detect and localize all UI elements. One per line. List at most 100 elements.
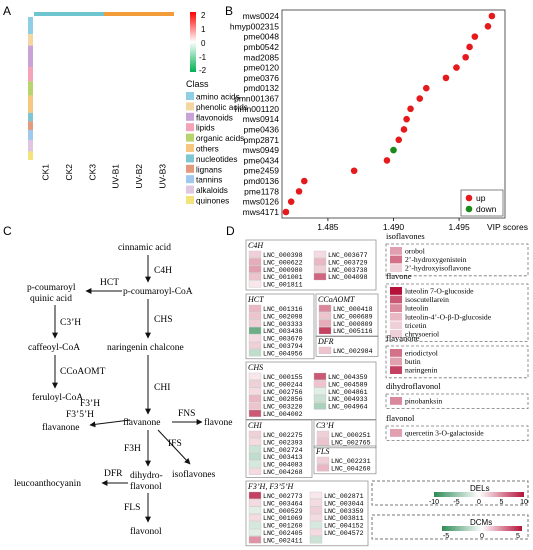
node-dihydro: dihydro- xyxy=(130,471,163,481)
lnc-cell xyxy=(248,341,262,349)
lnc-cell xyxy=(248,280,262,288)
compound-label: mws0024 xyxy=(243,11,280,21)
node-dihydroflavonol: flavonol xyxy=(130,481,162,492)
lnc-label: LNC_003729 xyxy=(328,259,368,266)
sample-label: CK1 xyxy=(41,164,51,181)
lnc-cell xyxy=(248,460,262,468)
class-swatch xyxy=(186,92,194,100)
metabolite-cell xyxy=(390,397,402,405)
node-naringenin-chalcone: naringenin chalcone xyxy=(107,343,184,353)
lnc-label: LNC_004861 xyxy=(328,389,368,396)
dcms-legend-box xyxy=(371,514,529,540)
compound-label: pme0048 xyxy=(244,32,280,42)
lnc-cell xyxy=(309,514,323,522)
dels-tick: 0 xyxy=(477,499,481,506)
arrow-f3h-f35h xyxy=(89,419,131,428)
metabolite-class-title: flavanone xyxy=(386,333,420,343)
lnc-label: LNC_004956 xyxy=(263,350,303,357)
vip-point xyxy=(383,157,391,164)
lnc-cell xyxy=(248,380,262,388)
lnc-cell xyxy=(318,346,332,354)
lnc-cell xyxy=(248,491,262,499)
lnc-label: LNC_004268 xyxy=(263,469,303,476)
color-tick: -2 xyxy=(199,66,207,75)
metabolite-cell xyxy=(390,349,402,357)
compound-label: pmd0132 xyxy=(244,83,280,93)
enzyme-group-title: CCoAOMT xyxy=(318,295,355,304)
class-label: lipids xyxy=(196,124,215,133)
vip-point xyxy=(471,33,479,40)
lnc-label: LNC_000980 xyxy=(263,267,303,274)
lnc-label: LNC_005116 xyxy=(333,328,373,335)
class-label: lignans xyxy=(196,165,222,174)
metabolite-class-title: isoflavones xyxy=(386,231,425,241)
class-segment xyxy=(28,121,33,130)
metabolite-cell xyxy=(390,287,402,295)
lnc-label: LNC_003464 xyxy=(263,500,303,507)
lnc-label: LNC_004589 xyxy=(328,381,368,388)
panel-label-c: C xyxy=(3,224,12,238)
class-swatch xyxy=(186,144,194,152)
lnc-label: LNC_001001 xyxy=(263,274,303,281)
lnc-cell xyxy=(248,402,262,410)
lnc-cell xyxy=(316,430,330,438)
lnc-cell xyxy=(248,334,262,342)
heatmap-color-scale xyxy=(190,12,196,72)
x-axis-label: VIP scores xyxy=(487,222,528,232)
lnc-label: LNC_000251 xyxy=(331,432,371,439)
enzyme-group-box xyxy=(245,239,377,291)
dels-legend-box xyxy=(371,480,529,506)
lnc-cell xyxy=(248,304,262,312)
vip-point xyxy=(407,105,414,113)
metabolite-class-title: dihydroflavonol xyxy=(386,381,441,391)
metabolite-name: isoscutellarein xyxy=(405,295,449,304)
lnc-label: LNC_004359 xyxy=(328,374,368,381)
lnc-label: LNC_004260 xyxy=(331,465,371,472)
enzyme-group-title: C3’H xyxy=(316,421,335,430)
enzyme-f3h-prime: F3’H xyxy=(80,399,100,409)
lnc-label: LNC_003333 xyxy=(263,321,303,328)
lnc-label: LNC_002405 xyxy=(263,530,303,537)
class-label: nucleotides xyxy=(196,155,237,164)
lnc-label: LNC_004098 xyxy=(328,274,368,281)
enzyme-fls: FLS xyxy=(124,503,140,513)
lnc-cell xyxy=(309,499,323,507)
vip-point xyxy=(484,23,492,30)
legend-label: down xyxy=(476,204,497,214)
lnc-cell xyxy=(248,409,262,417)
lnc-label: LNC_002856 xyxy=(263,396,303,403)
class-swatch xyxy=(186,154,194,163)
lnc-label: LNC_000244 xyxy=(263,381,303,388)
class-segment xyxy=(28,81,33,96)
vip-point xyxy=(350,167,358,175)
lnc-cell xyxy=(313,250,327,258)
metabolite-box xyxy=(385,393,529,410)
legend-marker xyxy=(465,194,473,202)
lnc-cell xyxy=(248,387,262,395)
sample-label: UV-B3 xyxy=(157,164,167,189)
metabolite-cell xyxy=(390,247,402,255)
node-cinnamic-acid: cinnamic acid xyxy=(118,243,171,253)
dcms-tick: 0 xyxy=(480,533,484,540)
metabolite-name: quercetin 3-O-galactoside xyxy=(405,429,484,438)
lnc-cell xyxy=(318,319,332,327)
metabolite-class-title: flavonol xyxy=(386,413,415,423)
enzyme-f35h: F3’5’H xyxy=(66,410,94,420)
dcms-tick: -5 xyxy=(443,533,449,540)
enzyme-hct: HCT xyxy=(100,278,119,288)
metabolite-cell xyxy=(390,304,402,312)
compound-label: mws0126 xyxy=(243,197,280,207)
lnc-cell xyxy=(248,430,262,438)
vip-point xyxy=(422,84,430,92)
compound-label: pmp2871 xyxy=(244,135,280,145)
metabolite-name: 2’-hydroxyisoflavone xyxy=(405,264,471,273)
dcms-legend-title: DCMs xyxy=(470,518,492,527)
metabolite-box xyxy=(385,243,529,277)
enzyme-group-box xyxy=(315,335,379,357)
lnc-label: LNC_002098 xyxy=(263,313,303,320)
sample-label: UV-B2 xyxy=(134,164,144,189)
metabolite-class-title: flavone xyxy=(386,271,412,281)
vip-score-chart: mws0024hmyp002315pme0048pmb0542mad2085pm… xyxy=(230,9,528,232)
x-tick-label: 1.485 xyxy=(317,222,339,232)
